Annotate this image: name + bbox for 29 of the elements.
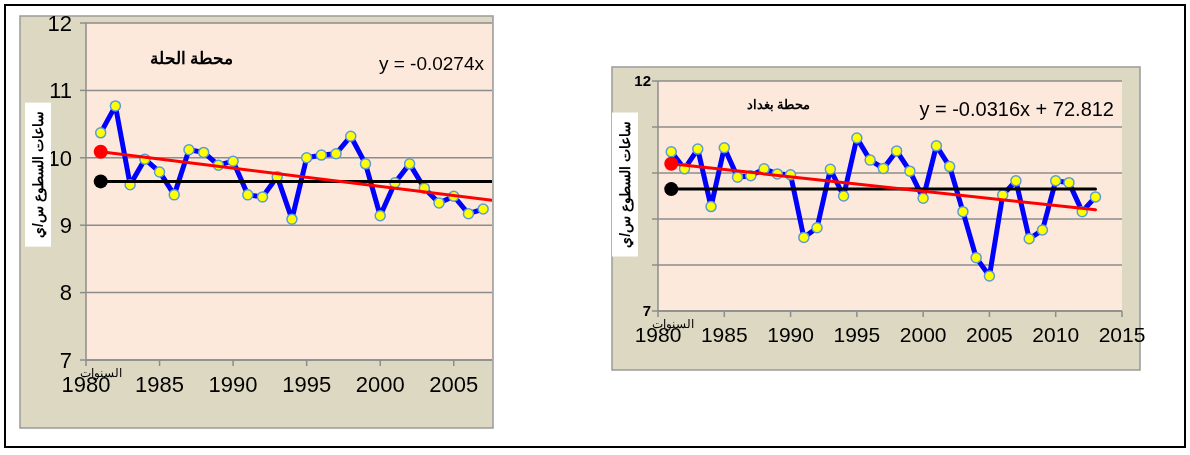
point (664, 182, 679, 197)
x-tick-label: 1990 (208, 372, 258, 397)
x-tick-label: 1995 (833, 323, 881, 346)
y-axis-title: ساعات السطوع س/ي (617, 121, 634, 248)
y-axis-title: ساعات السطوع س/ي (30, 111, 47, 238)
x-tick-label: 2010 (1032, 323, 1080, 346)
x-tick-label: 1995 (282, 372, 332, 397)
annotation: y = -0.0274x (378, 53, 485, 75)
x-tick-label: 1985 (700, 323, 748, 346)
x-tick-label: 1990 (767, 323, 814, 346)
annotation: y = -0.0316x + 72.812 (919, 97, 1114, 120)
point (93, 144, 108, 159)
text: محطة الحلة (149, 48, 234, 68)
y-tick-label: 11 (49, 78, 72, 104)
x-tick-label: 2015 (1098, 323, 1146, 346)
x-tick-label: 1985 (135, 372, 185, 397)
y-tick-label: 9 (59, 212, 72, 238)
x-tick-label: 2000 (355, 372, 405, 397)
x-tick-label: 2005 (966, 323, 1013, 346)
text: محطة بغداد (746, 97, 811, 113)
y-tick-label: 7 (642, 302, 651, 320)
x-tick-label: 2000 (899, 323, 947, 346)
y-tick-label: 12 (634, 72, 651, 90)
y-tick-label: 7 (59, 347, 72, 373)
point (664, 156, 679, 171)
y-tick-label: 8 (59, 280, 72, 306)
y-tick-label: 12 (47, 10, 72, 36)
point (93, 174, 108, 189)
x-tick-label: 2005 (429, 372, 479, 397)
